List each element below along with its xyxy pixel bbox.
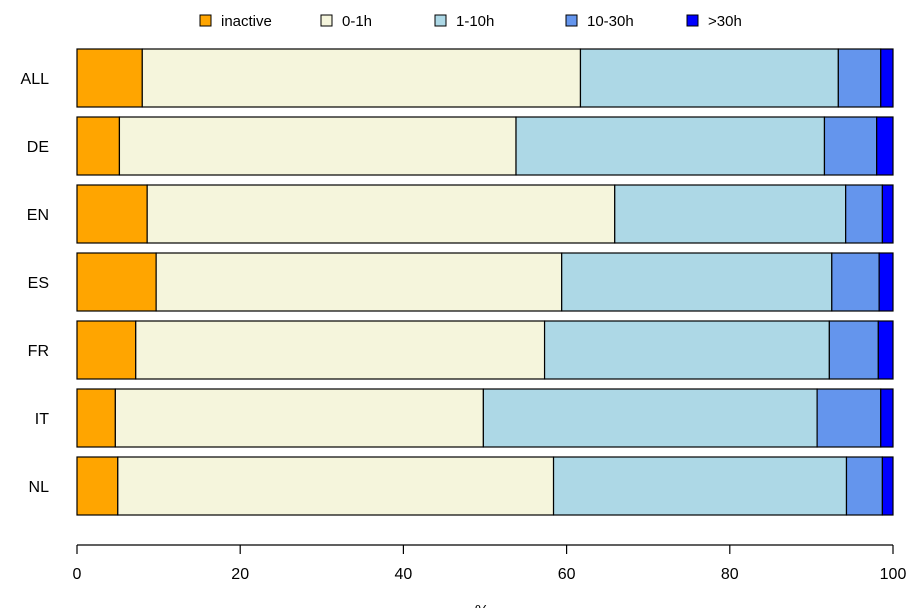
- bar-segment-fr-inactive: [76, 320, 137, 380]
- bar-segment-de-inactive: [76, 116, 121, 176]
- legend: inactive 0-1h 1-10h 10-30h >30h: [199, 13, 742, 30]
- legend-swatch->30h: [686, 14, 699, 27]
- x-axis: 0 20 40 60 80 100: [73, 544, 907, 583]
- bar-segment-all-0-1h: [141, 48, 582, 108]
- category-label-all: ALL: [21, 71, 50, 88]
- bar-segment-en-1-10h: [614, 184, 847, 244]
- bar-segment-en->30h: [881, 184, 894, 244]
- legend-swatch-1-10h: [434, 14, 447, 27]
- bar-segment-all-inactive: [76, 48, 143, 108]
- bar-segment-nl-0-1h: [117, 456, 555, 516]
- bar-segment-es-0-1h: [155, 252, 563, 312]
- bar-segment-nl-10-30h: [845, 456, 883, 516]
- bar-segment-it-10-30h: [816, 388, 882, 448]
- bar-segment-en-10-30h: [845, 184, 883, 244]
- bar-segment-de->30h: [876, 116, 894, 176]
- bar-segment-de-1-10h: [515, 116, 826, 176]
- category-label-it: IT: [35, 411, 49, 428]
- bar-segment-all-1-10h: [579, 48, 839, 108]
- bar-segment-es-10-30h: [831, 252, 880, 312]
- plot-area: [76, 48, 894, 516]
- bar-segment-fr-1-10h: [543, 320, 830, 380]
- legend-label-1-10h: 1-10h: [456, 13, 494, 30]
- bar-segment-it-0-1h: [114, 388, 484, 448]
- bar-segment-fr-0-1h: [135, 320, 546, 380]
- x-axis-title: %: [475, 603, 489, 608]
- bar-segment-it->30h: [880, 388, 894, 448]
- legend-swatch-0-1h: [320, 14, 333, 27]
- category-label-de: DE: [27, 139, 49, 156]
- category-label-es: ES: [28, 275, 49, 292]
- bar-segment-de-10-30h: [823, 116, 878, 176]
- bar-segment-en-inactive: [76, 184, 148, 244]
- x-tick-label-0: 0: [73, 566, 82, 583]
- x-tick-label-80: 80: [721, 566, 739, 583]
- bar-segment-en-0-1h: [146, 184, 616, 244]
- legend-label-0-1h: 0-1h: [342, 13, 372, 30]
- bar-segment-fr-10-30h: [828, 320, 879, 380]
- legend-swatch-10-30h: [565, 14, 578, 27]
- x-tick-label-60: 60: [558, 566, 576, 583]
- bar-segment-nl-1-10h: [552, 456, 848, 516]
- bar-segment-all->30h: [880, 48, 894, 108]
- legend-label->30h: >30h: [708, 13, 742, 30]
- bar-segment-nl-inactive: [76, 456, 119, 516]
- category-label-en: EN: [27, 207, 49, 224]
- bar-segment-all-10-30h: [837, 48, 882, 108]
- bar-segment-it-1-10h: [482, 388, 818, 448]
- bar-segment-de-0-1h: [118, 116, 517, 176]
- bar-segment-nl->30h: [881, 456, 894, 516]
- x-tick-label-40: 40: [395, 566, 413, 583]
- x-tick-label-100: 100: [880, 566, 907, 583]
- bar-segment-es-1-10h: [561, 252, 833, 312]
- category-label-nl: NL: [29, 479, 50, 496]
- bar-segment-it-inactive: [76, 388, 116, 448]
- legend-label-10-30h: 10-30h: [587, 13, 634, 30]
- y-axis-labels: ALL DE EN ES FR IT NL: [21, 71, 50, 496]
- legend-swatch-inactive: [199, 14, 212, 27]
- bar-segment-es->30h: [878, 252, 894, 312]
- bar-segment-es-inactive: [76, 252, 157, 312]
- x-tick-label-20: 20: [231, 566, 249, 583]
- legend-label-inactive: inactive: [221, 13, 272, 30]
- category-label-fr: FR: [28, 343, 49, 360]
- bar-segment-fr->30h: [877, 320, 894, 380]
